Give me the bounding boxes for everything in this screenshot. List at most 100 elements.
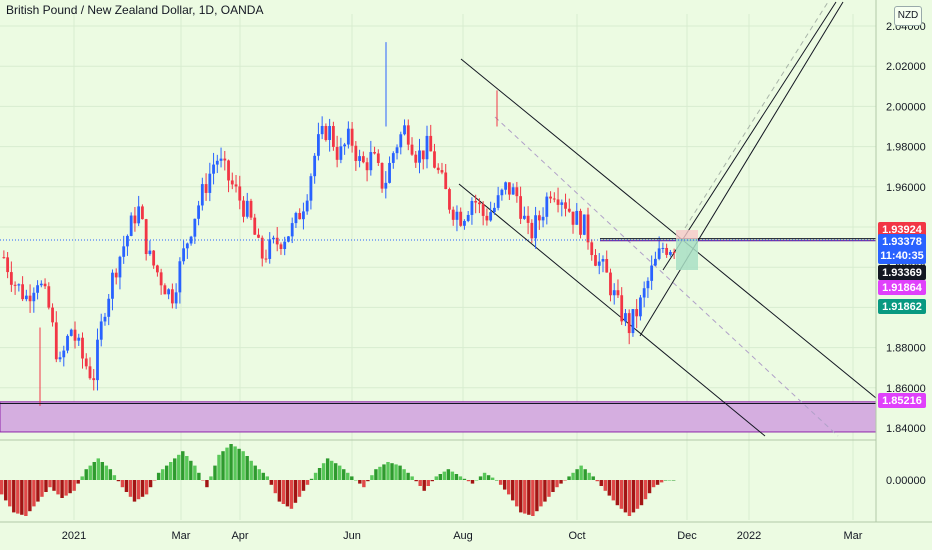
oscillator-bar bbox=[12, 480, 16, 513]
oscillator-bar bbox=[156, 472, 161, 480]
candle-body bbox=[197, 205, 200, 219]
candle-body bbox=[260, 237, 264, 259]
candle-body bbox=[28, 295, 32, 302]
candle-body bbox=[354, 145, 358, 161]
candle-body bbox=[81, 337, 84, 359]
oscillator-bar bbox=[229, 444, 233, 480]
candle-body bbox=[39, 283, 43, 286]
y-tick-label: 2.02000 bbox=[886, 61, 926, 73]
oscillator-bar bbox=[329, 460, 334, 480]
oscillator-bar bbox=[390, 463, 394, 480]
oscillator-bar bbox=[346, 472, 350, 480]
oscillator-bar bbox=[434, 476, 438, 480]
oscillator-bar bbox=[164, 465, 169, 480]
oscillator-bar bbox=[253, 465, 257, 480]
price-badge-value: 1.91862 bbox=[882, 301, 922, 313]
oscillator-bar bbox=[241, 451, 245, 480]
oscillator-bar bbox=[273, 480, 278, 494]
oscillator-bar bbox=[64, 480, 68, 496]
oscillator-bar bbox=[249, 460, 253, 480]
candle-body bbox=[575, 210, 579, 225]
candle-body bbox=[152, 250, 156, 266]
oscillator-bar bbox=[490, 477, 495, 480]
candle-body bbox=[459, 211, 463, 226]
candle-body bbox=[388, 162, 391, 183]
oscillator-bar bbox=[72, 480, 76, 491]
candle-body bbox=[597, 261, 601, 266]
candle-body bbox=[646, 280, 650, 289]
candle-body bbox=[77, 337, 81, 341]
candle-body bbox=[141, 206, 144, 220]
oscillator-bar bbox=[535, 480, 539, 512]
y-tick-label: 1.96000 bbox=[886, 182, 926, 194]
price-badge bbox=[878, 222, 926, 237]
candle-body bbox=[283, 241, 287, 250]
candle-body bbox=[567, 208, 571, 212]
oscillator-bar bbox=[450, 471, 455, 480]
candle-body bbox=[339, 146, 343, 160]
oscillator-bar bbox=[374, 469, 378, 480]
candle-body bbox=[373, 152, 376, 154]
oscillator-bar bbox=[301, 480, 306, 491]
oscillator-bar bbox=[366, 480, 370, 482]
oscillator-bar bbox=[209, 476, 213, 480]
oscillator-bar bbox=[60, 480, 64, 498]
candle-body bbox=[530, 222, 534, 239]
oscillator-bar bbox=[116, 480, 121, 482]
candle-body bbox=[126, 235, 129, 247]
candle-body bbox=[556, 199, 560, 205]
candle-body bbox=[163, 285, 167, 295]
candle-body bbox=[24, 295, 28, 300]
oscillator-bar bbox=[611, 480, 616, 501]
candle-body bbox=[6, 257, 10, 273]
oscillator-bar bbox=[575, 469, 579, 480]
candle-body bbox=[230, 180, 234, 185]
oscillator-bar bbox=[547, 480, 551, 497]
oscillator-tick-label: 0.00000 bbox=[886, 475, 926, 487]
candle-body bbox=[620, 295, 624, 322]
price-badge bbox=[878, 234, 926, 264]
oscillator-bar bbox=[498, 480, 503, 485]
candle-body bbox=[526, 215, 530, 223]
price-badge bbox=[878, 280, 926, 295]
candle-body bbox=[661, 247, 665, 249]
candle-body bbox=[560, 202, 564, 205]
oscillator-bar bbox=[539, 480, 543, 507]
oscillator-bar bbox=[92, 462, 96, 480]
oscillator-bar bbox=[217, 454, 221, 480]
oscillator-bar bbox=[478, 476, 483, 480]
oscillator-bar bbox=[563, 480, 567, 481]
candle-body bbox=[410, 144, 414, 155]
x-tick-label: 2021 bbox=[62, 530, 86, 542]
candle-body bbox=[36, 285, 39, 293]
candle-body bbox=[564, 202, 567, 209]
oscillator-bar bbox=[402, 469, 406, 480]
candle-body bbox=[174, 292, 178, 304]
price-badge-value: 1.85216 bbox=[882, 395, 922, 407]
candle-body bbox=[309, 176, 313, 201]
oscillator-bar bbox=[80, 476, 84, 480]
candle-body bbox=[650, 265, 654, 281]
oscillator-bar bbox=[615, 480, 620, 506]
oscillator-bar bbox=[651, 480, 656, 488]
oscillator-bar bbox=[511, 480, 515, 501]
candle-body bbox=[223, 158, 227, 161]
oscillator-bar bbox=[466, 480, 471, 482]
x-tick-label: Apr bbox=[231, 530, 248, 542]
oscillator-bar bbox=[587, 472, 591, 480]
candle-body bbox=[279, 244, 283, 250]
candle-body bbox=[185, 243, 189, 249]
x-tick-label: Mar bbox=[844, 530, 863, 542]
candle-body bbox=[399, 134, 403, 148]
currency-button[interactable]: NZD bbox=[894, 6, 922, 26]
oscillator-bar bbox=[52, 480, 56, 491]
candle-body bbox=[51, 307, 54, 323]
oscillator-bar bbox=[442, 471, 447, 480]
oscillator-bar bbox=[438, 474, 443, 480]
oscillator-bar bbox=[120, 480, 125, 488]
candle-body bbox=[654, 258, 657, 266]
oscillator-bar bbox=[414, 480, 418, 482]
oscillator-bar bbox=[398, 465, 402, 480]
